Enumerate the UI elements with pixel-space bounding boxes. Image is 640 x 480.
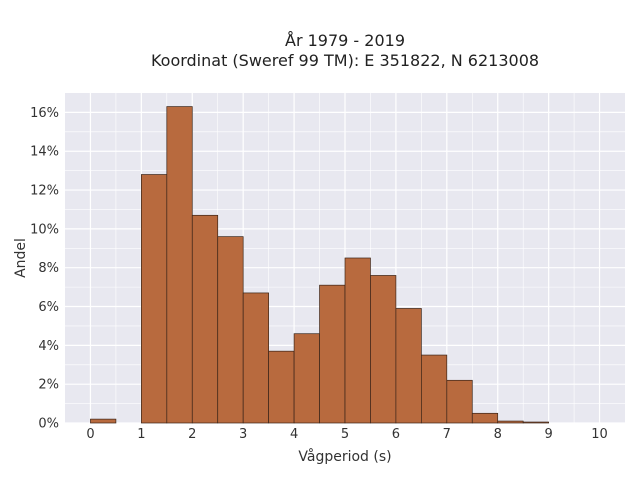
- histogram-bar: [268, 350, 295, 424]
- x-tick-label: 8: [494, 427, 502, 442]
- chart-title-line1: År 1979 - 2019: [285, 31, 405, 50]
- y-tick-label: 14%: [30, 145, 59, 160]
- y-tick-label: 6%: [38, 300, 59, 315]
- x-tick-label: 5: [341, 427, 349, 442]
- y-axis-label: Andel: [13, 238, 29, 278]
- histogram-bar: [421, 354, 448, 424]
- histogram-bar: [471, 412, 499, 424]
- x-tick-label: 7: [443, 427, 451, 442]
- y-tick-label: 8%: [38, 261, 59, 276]
- x-tick-label: 9: [544, 427, 552, 442]
- chart-title-line2: Koordinat (Sweref 99 TM): E 351822, N 62…: [151, 51, 539, 70]
- histogram-bar: [370, 275, 397, 424]
- x-tick-label: 10: [591, 427, 608, 442]
- histogram-bar: [191, 214, 219, 424]
- x-tick-label: 6: [392, 427, 400, 442]
- histogram-bar: [293, 333, 320, 424]
- x-axis-label: Vågperiod (s): [298, 448, 391, 465]
- y-ticks: 0% 2% 4% 6% 8% 10% 12% 14% 16%: [30, 106, 59, 432]
- histogram-bar: [344, 257, 371, 424]
- y-tick-label: 0%: [38, 417, 59, 432]
- histogram-bar: [446, 379, 473, 424]
- y-tick-label: 16%: [30, 106, 59, 121]
- x-tick-label: 4: [290, 427, 298, 442]
- histogram-bar: [141, 174, 168, 424]
- y-tick-label: 2%: [38, 378, 59, 393]
- histogram-bar: [90, 418, 117, 424]
- histogram-bar: [522, 421, 549, 424]
- y-tick-label: 4%: [38, 339, 59, 354]
- bars-group: [90, 106, 549, 424]
- histogram-bar: [319, 284, 346, 424]
- histogram-bar: [497, 420, 524, 424]
- histogram-bar: [166, 106, 193, 424]
- x-ticks: 0 1 2 3 4 5 6 7 8 9 10: [86, 427, 608, 442]
- histogram-bar: [217, 236, 244, 424]
- x-tick-label: 2: [188, 427, 196, 442]
- x-tick-label: 1: [137, 427, 145, 442]
- histogram-bar: [395, 308, 422, 424]
- y-tick-label: 10%: [30, 222, 59, 237]
- y-tick-label: 12%: [30, 184, 59, 199]
- x-tick-label: 3: [239, 427, 247, 442]
- histogram-bar: [242, 292, 269, 424]
- x-tick-label: 0: [86, 427, 94, 442]
